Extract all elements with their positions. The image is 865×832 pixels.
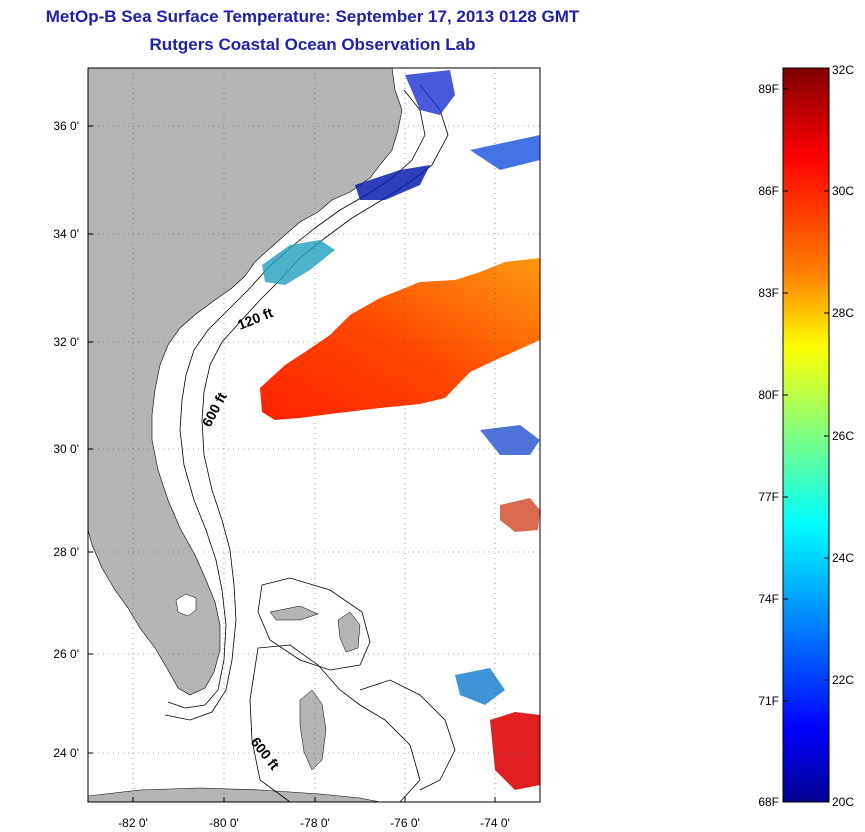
sst-cool-patch-north	[405, 70, 455, 115]
colorbar-f-label: 71F	[758, 694, 779, 708]
colorbar-f-label: 77F	[758, 490, 779, 504]
map-subtitle: Rutgers Coastal Ocean Observation Lab	[149, 35, 476, 54]
lat-tick-label: 34 0'	[53, 227, 79, 241]
colorbar-c-label: 32C	[832, 63, 854, 77]
bahamas-island-andros	[299, 689, 327, 771]
sst-warm-patch-southeast	[490, 712, 540, 790]
lat-tick-label: 30 0'	[53, 442, 79, 456]
sst-warm-patch	[260, 258, 540, 420]
colorbar-f-label: 68F	[758, 795, 779, 809]
sst-cool-patch-southeast	[455, 668, 505, 705]
colorbar-f-ticks	[783, 88, 788, 803]
lat-tick-label: 26 0'	[53, 647, 79, 661]
lake-icon	[175, 593, 197, 617]
colorbar-f-label: 80F	[758, 388, 779, 402]
cuba-land	[88, 787, 381, 802]
colorbar-c-label: 26C	[832, 429, 854, 443]
lon-tick-label: -82 0'	[118, 816, 148, 830]
contour-bahamas-south	[249, 644, 421, 802]
contour-bahamas-outer	[257, 577, 371, 671]
colorbar-c-ticks	[824, 67, 829, 803]
colorbar-c-label: 20C	[832, 795, 854, 809]
colorbar	[782, 67, 830, 803]
map-border	[87, 67, 541, 803]
grid-lines	[88, 68, 540, 802]
lon-tick-label: -80 0'	[209, 816, 239, 830]
sst-mixed-patch-coast	[262, 240, 335, 285]
colorbar-c-label: 24C	[832, 551, 854, 565]
colorbar-c-label: 28C	[832, 306, 854, 320]
lon-tick-label: -76 0'	[390, 816, 420, 830]
colorbar-f-label: 74F	[758, 592, 779, 606]
lat-tick-label: 32 0'	[53, 335, 79, 349]
colorbar-f-label: 89F	[758, 82, 779, 96]
sst-cool-patch-coast	[355, 165, 430, 200]
sst-mixed-patch-east	[500, 498, 540, 532]
lon-tick-label: -78 0'	[300, 816, 330, 830]
colorbar-f-label: 83F	[758, 286, 779, 300]
lon-tick-label: -74 0'	[480, 816, 510, 830]
bahamas-island-grand-bahama	[269, 605, 319, 621]
colorbar-c-label: 22C	[832, 673, 854, 687]
bahamas-island-abaco	[337, 611, 361, 653]
axis-ticks	[88, 125, 496, 802]
lat-tick-label: 24 0'	[53, 746, 79, 760]
lat-tick-label: 28 0'	[53, 545, 79, 559]
sst-cool-patch-northeast	[470, 135, 540, 170]
sst-cool-patch-east	[480, 425, 540, 455]
colorbar-f-label: 86F	[758, 184, 779, 198]
lat-tick-label: 36 0'	[53, 119, 79, 133]
colorbar-c-label: 30C	[832, 184, 854, 198]
contour-bahamas-east	[359, 679, 456, 791]
map-title: MetOp-B Sea Surface Temperature: Septemb…	[45, 7, 580, 26]
